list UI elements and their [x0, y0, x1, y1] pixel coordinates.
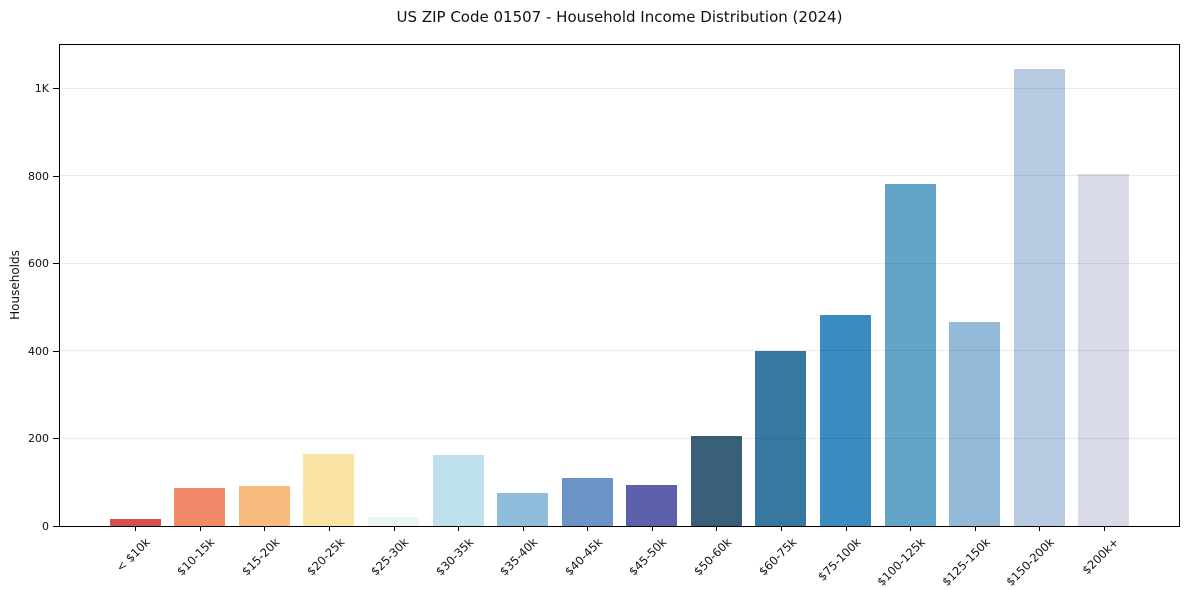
bar [690, 436, 742, 526]
x-tick-label: $25-30k [367, 535, 412, 579]
x-tick-label: $50-60k [690, 535, 735, 579]
x-tick-mark [135, 527, 137, 531]
x-tick-mark [329, 527, 330, 531]
x-tick-mark [199, 527, 201, 531]
bar [303, 454, 355, 526]
y-tick-mark [53, 350, 59, 352]
y-tick-label: 1K [34, 82, 49, 96]
x-tick-mark [974, 527, 976, 531]
x-tick-mark [393, 527, 395, 531]
x-tick-label: $45-50k [626, 535, 670, 579]
bar [1013, 69, 1065, 526]
x-tick-label: $30-35k [432, 535, 477, 579]
x-tick-label: $15-20k [238, 535, 283, 579]
chart-title: US ZIP Code 01507 - Household Income Dis… [396, 8, 843, 26]
y-tick-label: 800 [28, 169, 49, 183]
bar [819, 315, 871, 526]
y-tick-mark [53, 175, 59, 177]
x-tick-mark [780, 527, 782, 531]
x-tick-mark [845, 527, 847, 531]
y-tick-mark [53, 263, 59, 265]
x-tick-mark [910, 527, 911, 531]
y-tick-label: 400 [28, 344, 49, 358]
y-tick-mark [53, 88, 59, 90]
bar [561, 477, 613, 526]
x-tick-mark [1039, 527, 1041, 531]
gridline [60, 262, 1179, 264]
y-tick-label: 200 [28, 432, 49, 445]
x-tick-mark [716, 527, 718, 531]
y-tick-mark [53, 525, 59, 527]
y-tick-label: 0 [42, 519, 49, 533]
x-tick-label: $20-25k [303, 535, 347, 579]
bar [174, 488, 226, 526]
bar [238, 486, 290, 526]
gridline [60, 350, 1179, 352]
bar [884, 184, 936, 526]
bar [949, 321, 1001, 526]
x-tick-label: $60-75k [755, 535, 799, 579]
x-tick-label: $200k+ [1079, 535, 1122, 578]
x-tick-label: $100-125k [874, 535, 928, 589]
y-tick-label: 600 [28, 257, 49, 271]
x-tick-mark [651, 527, 653, 531]
x-tick-mark [264, 527, 266, 531]
bar [755, 351, 807, 526]
x-tick-label: < $10k [113, 535, 154, 575]
gridline [60, 175, 1179, 177]
x-tick-mark [1103, 527, 1105, 531]
y-tick-mark [53, 438, 59, 439]
bar [368, 516, 420, 526]
x-tick-mark [522, 527, 524, 531]
x-tick-label: $75-100k [814, 535, 864, 584]
bar [432, 455, 484, 526]
plot-area [59, 44, 1180, 527]
x-tick-label: $150-200k [1003, 535, 1058, 589]
x-tick-mark [458, 527, 460, 531]
bar [497, 493, 549, 526]
x-tick-mark [587, 527, 589, 531]
x-tick-label: $40-45k [561, 535, 606, 579]
bar [109, 519, 161, 526]
bar [1078, 174, 1130, 526]
x-tick-label: $10-15k [174, 535, 218, 579]
x-tick-label: $35-40k [497, 535, 541, 579]
x-tick-label: $125-150k [938, 535, 993, 589]
gridline [60, 87, 1179, 89]
gridline [60, 437, 1179, 439]
bar [626, 485, 678, 526]
